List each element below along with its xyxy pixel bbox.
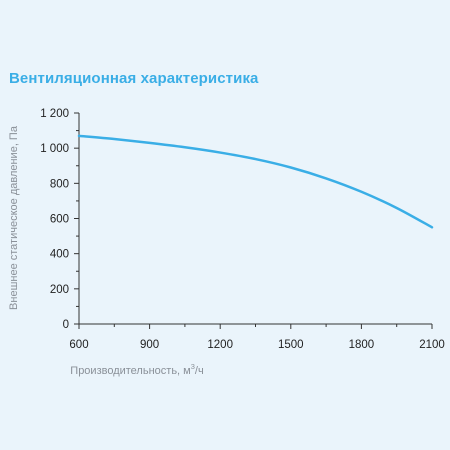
x-tick-label: 1200: [207, 339, 233, 351]
x-axis-label-superscript: 3: [191, 362, 195, 371]
x-tick-label: 600: [69, 339, 88, 351]
y-tick-label: 200: [50, 284, 69, 296]
y-tick-label: 1 000: [40, 143, 69, 155]
y-tick-label: 400: [50, 249, 69, 261]
series: [77, 134, 434, 229]
x-tick-label: 1800: [349, 339, 375, 351]
y-tick-label: 800: [50, 178, 69, 190]
y-tick-label: 1 200: [40, 108, 69, 120]
x-axis-label: Производительность, м3/ч: [70, 362, 203, 377]
x-axis-label-group: Производительность, м3/ч: [70, 362, 203, 377]
x-axis-label-tail: /ч: [195, 365, 204, 377]
ticks: 0 200 400 600 800 1 000 1 200 600 900 1200 1500 180…: [40, 108, 445, 351]
y-axis-label-group: Внешнее статическое давление, Па: [8, 125, 20, 310]
x-tick-label: 1500: [278, 339, 304, 351]
y-tick-label: 0: [63, 319, 69, 331]
x-tick-label: 2100: [419, 339, 445, 351]
x-axis-label-main: Производительность, м: [70, 365, 190, 377]
y-tick-label: 600: [50, 214, 69, 226]
x-tick-label: 900: [140, 339, 159, 351]
chart-title: Вентиляционная характеристика: [9, 70, 259, 87]
series-line-0: [77, 134, 434, 229]
y-axis-label: Внешнее статическое давление, Па: [8, 125, 20, 310]
axes: [78, 113, 432, 325]
